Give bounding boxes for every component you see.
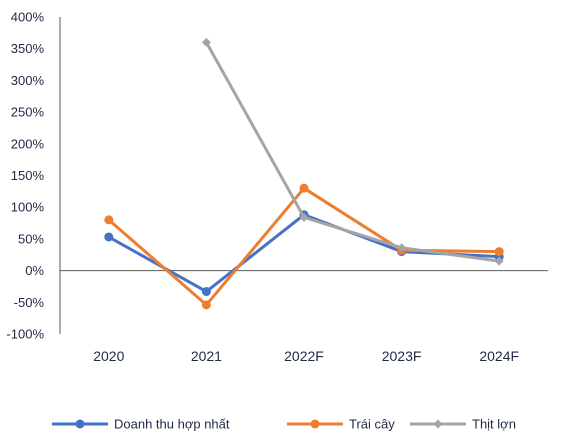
x-tick-label: 2023F [382,348,422,364]
series-2 [201,37,504,266]
y-tick-label: -50% [14,295,45,310]
x-tick-label: 2021 [191,348,222,364]
data-point [201,287,211,297]
series-line [107,186,500,307]
legend-label: Doanh thu hợp nhất [114,417,230,432]
data-point [494,247,504,257]
x-tick-label: 2024F [479,348,519,364]
y-tick-label: 50% [18,231,44,246]
legend-item: Trái cây [287,417,395,432]
data-point [494,256,504,266]
y-tick-label: -100% [6,327,44,342]
x-axis: 2020 2021 2022F 2023F 2024F [60,270,548,364]
legend-marker [310,419,320,429]
y-tick-label: 150% [11,168,45,183]
y-tick-label: 250% [11,105,45,120]
series-line [205,41,500,263]
data-point [104,232,114,242]
legend-label: Trái cây [349,417,395,432]
legend: Doanh thu hợp nhất Trái cây Thịt lợn [52,417,516,432]
data-point [201,37,211,47]
legend-label: Thịt lợn [472,417,516,432]
legend-item: Thịt lợn [410,417,516,432]
y-tick-label: 200% [11,136,45,151]
series-1 [104,183,504,310]
y-tick-label: 350% [11,41,45,56]
legend-item: Doanh thu hợp nhất [52,417,230,432]
y-axis: -100% -50% 0% 50% 100% 150% 200% 250% 300% 350% 40… [6,10,61,342]
y-tick-label: 100% [11,200,45,215]
x-tick-label: 2020 [93,348,124,364]
data-point [299,183,309,193]
data-point [201,300,211,310]
legend-marker [433,419,443,429]
data-point [104,215,114,225]
data-point [299,212,309,222]
y-tick-label: 0% [25,263,44,278]
series-layer [104,37,504,310]
y-tick-label: 300% [11,73,45,88]
y-tick-label: 400% [11,10,45,25]
x-tick-label: 2022F [284,348,324,364]
data-point [397,243,407,253]
legend-marker [75,419,85,429]
